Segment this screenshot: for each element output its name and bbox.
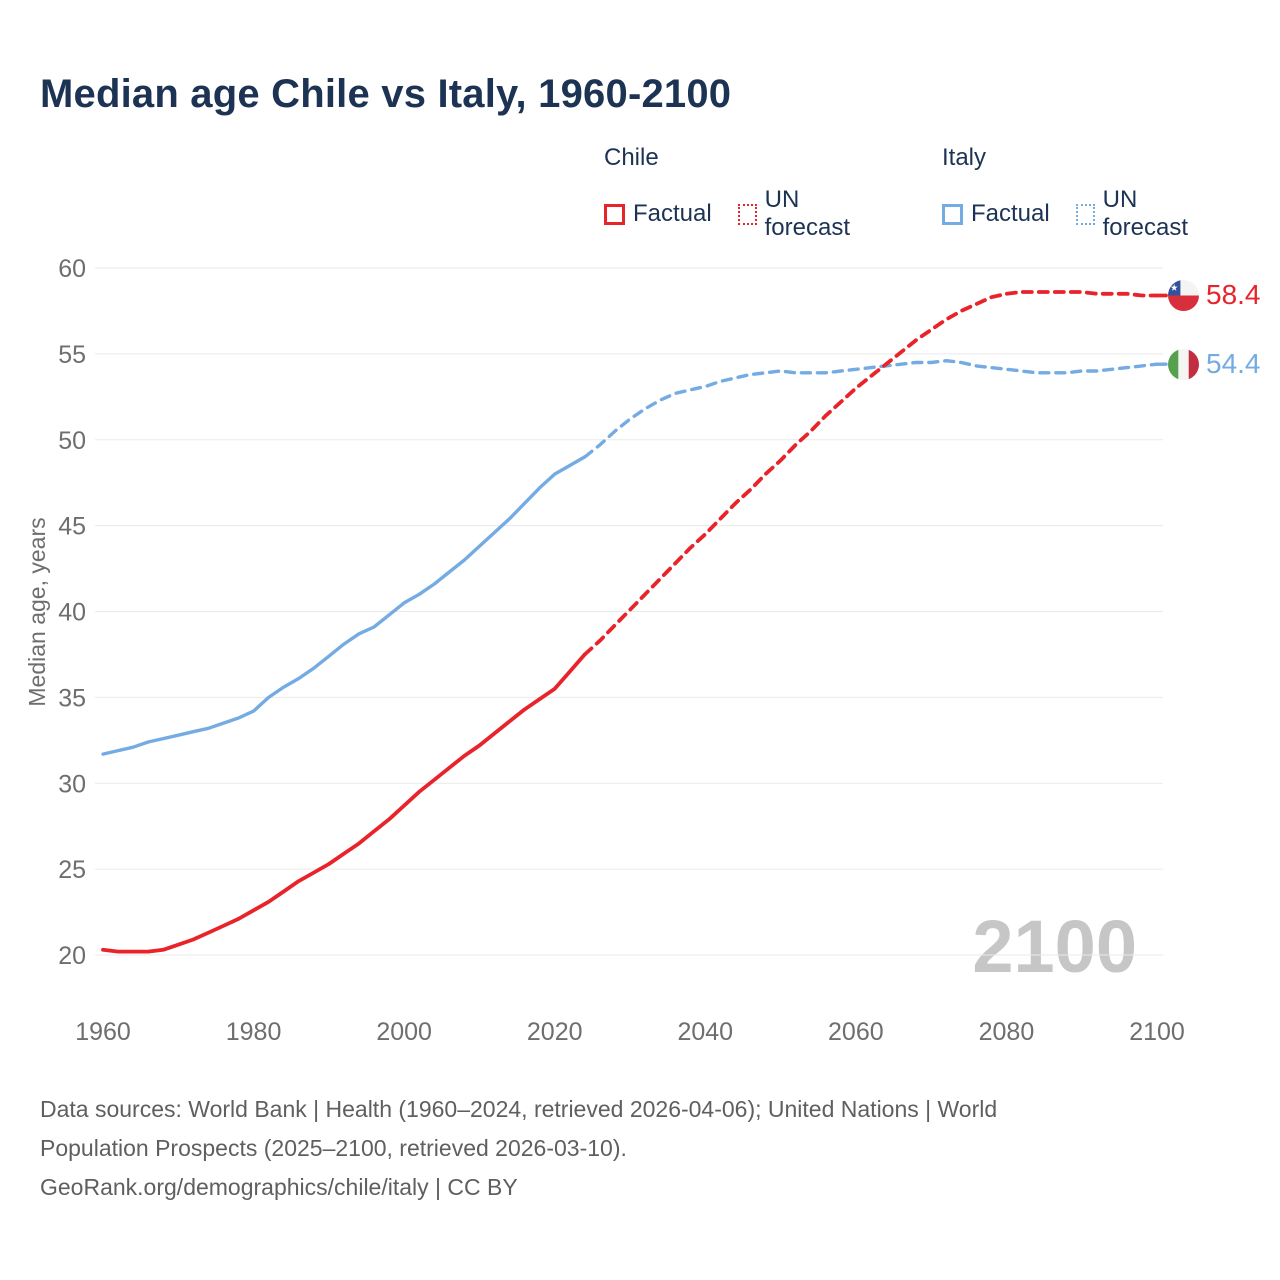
italy-forecast-swatch-icon bbox=[1075, 203, 1095, 225]
legend-group-title: Italy bbox=[942, 144, 987, 171]
y-tick-label: 55 bbox=[58, 341, 86, 369]
legend-item-chile-factual: Factual bbox=[604, 200, 712, 228]
end-label-italy: 54.4 bbox=[1168, 348, 1261, 380]
italy-factual-swatch-icon bbox=[942, 203, 963, 225]
series-line-italy-factual bbox=[101, 455, 587, 756]
legend-group-chile: Chile Factual UN forecast bbox=[604, 144, 902, 242]
chile-flag-icon bbox=[1168, 279, 1199, 311]
y-tick-label: 30 bbox=[58, 770, 86, 798]
gridlines bbox=[95, 267, 1163, 956]
y-axis-title: Median age, years bbox=[24, 517, 50, 706]
end-label-chile: 58.4 bbox=[1168, 279, 1261, 311]
legend-item-italy-factual: Factual bbox=[942, 200, 1050, 228]
legend-item-label: UN forecast bbox=[764, 186, 851, 241]
legend-item-label: Factual bbox=[971, 200, 1050, 227]
x-tick-label: 1980 bbox=[226, 1018, 282, 1046]
x-tick-label: 2080 bbox=[979, 1018, 1035, 1046]
y-tick-label: 60 bbox=[58, 255, 86, 283]
page-title: Median age Chile vs Italy, 1960-2100 bbox=[40, 72, 732, 116]
y-tick-label: 35 bbox=[58, 684, 86, 712]
source-line-2: Population Prospects (2025–2100, retriev… bbox=[40, 1135, 627, 1161]
x-tick-label: 1960 bbox=[75, 1018, 131, 1046]
legend-item-label: UN forecast bbox=[1102, 186, 1189, 241]
y-tick-label: 45 bbox=[58, 513, 86, 541]
y-tick-label: 20 bbox=[58, 942, 86, 970]
x-tick-label: 2060 bbox=[828, 1018, 884, 1046]
legend-group-title: Chile bbox=[604, 144, 659, 171]
series-line-chile-factual bbox=[101, 652, 587, 954]
source-line-1: Data sources: World Bank | Health (1960–… bbox=[40, 1096, 998, 1122]
y-tick-label: 25 bbox=[58, 856, 86, 884]
legend-item-chile-forecast: UN forecast bbox=[737, 186, 876, 242]
italy-flag-icon bbox=[1168, 348, 1199, 380]
x-tick-label: 2100 bbox=[1129, 1018, 1185, 1046]
series-line-italy-un-forecast bbox=[583, 359, 1159, 459]
axis-tick-labels: 20 25 30 35 40 45 50 55 60 1960 1980 2000 2020 2040 20… bbox=[58, 255, 1185, 1046]
y-tick-label: 50 bbox=[58, 427, 86, 455]
legend: Chile Factual UN forecast Italy Factual … bbox=[604, 144, 1280, 242]
series-lines bbox=[101, 290, 1174, 954]
x-tick-label: 2000 bbox=[376, 1018, 432, 1046]
legend-item-italy-forecast: UN forecast bbox=[1075, 186, 1214, 242]
chile-forecast-swatch-icon bbox=[737, 203, 757, 225]
x-tick-label: 2040 bbox=[677, 1018, 733, 1046]
data-source-note: Data sources: World Bank | Health (1960–… bbox=[40, 1090, 1190, 1207]
source-line-3: GeoRank.org/demographics/chile/italy | C… bbox=[40, 1174, 518, 1200]
legend-group-italy: Italy Factual UN forecast bbox=[942, 144, 1240, 242]
chile-factual-swatch-icon bbox=[604, 203, 625, 225]
end-value-chile: 58.4 bbox=[1206, 279, 1261, 311]
series-line-chile-un-forecast bbox=[582, 290, 1159, 657]
legend-item-label: Factual bbox=[633, 200, 712, 227]
x-tick-label: 2020 bbox=[527, 1018, 583, 1046]
y-tick-label: 40 bbox=[58, 599, 86, 627]
watermark-year: 2100 bbox=[972, 905, 1137, 988]
chart-plot: Median age, years 2100 20 25 30 35 40 45 50 55 6… bbox=[24, 255, 1185, 1046]
end-value-italy: 54.4 bbox=[1206, 348, 1261, 380]
